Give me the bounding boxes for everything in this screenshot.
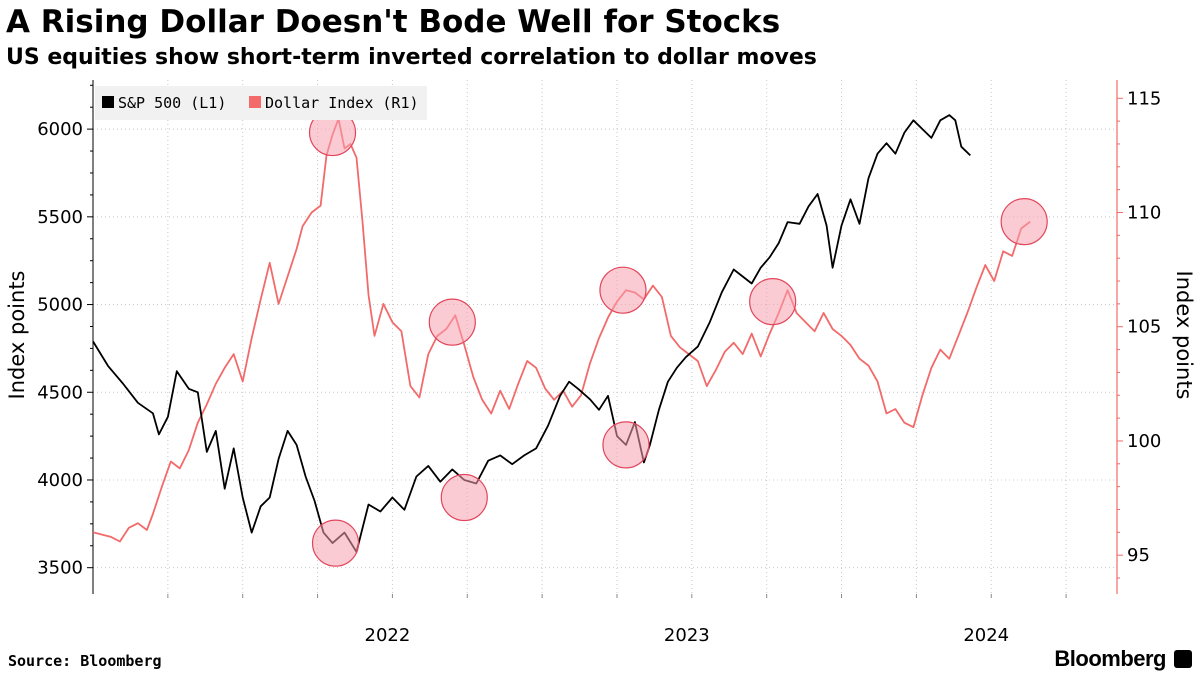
bloomberg-icon [1174, 650, 1192, 668]
bloomberg-logo: Bloomberg [1054, 646, 1166, 671]
chart-subtitle: US equities show short-term inverted cor… [6, 45, 817, 70]
highlight-circle [440, 473, 488, 522]
highlight-circle [599, 266, 647, 314]
source-note: Source: Bloomberg [8, 652, 162, 670]
chart-title: A Rising Dollar Doesn't Bode Well for St… [6, 4, 781, 40]
highlight-circle [1000, 198, 1048, 246]
left-tick-label: 4000 [37, 470, 83, 491]
right-tick-label: 100 [1127, 431, 1161, 452]
right-tick-label: 95 [1127, 545, 1150, 566]
left-axis-title: Index points [5, 271, 29, 400]
right-tick-label: 105 [1127, 317, 1161, 338]
left-tick-label: 6000 [37, 119, 83, 140]
right-tick-label: 115 [1127, 88, 1161, 109]
highlight-circle [428, 298, 476, 346]
left-tick-label: 5500 [37, 207, 83, 228]
right-axis-title: Index points [1172, 271, 1196, 400]
legend-swatch-sp500 [102, 96, 114, 108]
left-tick-label: 3500 [37, 558, 83, 579]
x-tick-label: 2024 [963, 625, 1009, 646]
highlight-circle [311, 519, 360, 567]
x-tick-label: 2023 [664, 625, 710, 646]
x-tick-label: 2022 [365, 625, 411, 646]
sp500-line [92, 114, 971, 553]
highlight-circle [602, 421, 650, 469]
left-tick-label: 5000 [37, 295, 83, 316]
legend-label-sp500: S&P 500 (L1) [118, 94, 226, 112]
dollar-index-line [92, 117, 1031, 543]
highlight-circle [749, 277, 797, 326]
legend-label-dollar: Dollar Index (R1) [265, 94, 419, 112]
left-tick-label: 4500 [37, 382, 83, 403]
legend-swatch-dollar [249, 96, 261, 108]
right-tick-label: 110 [1127, 202, 1161, 223]
